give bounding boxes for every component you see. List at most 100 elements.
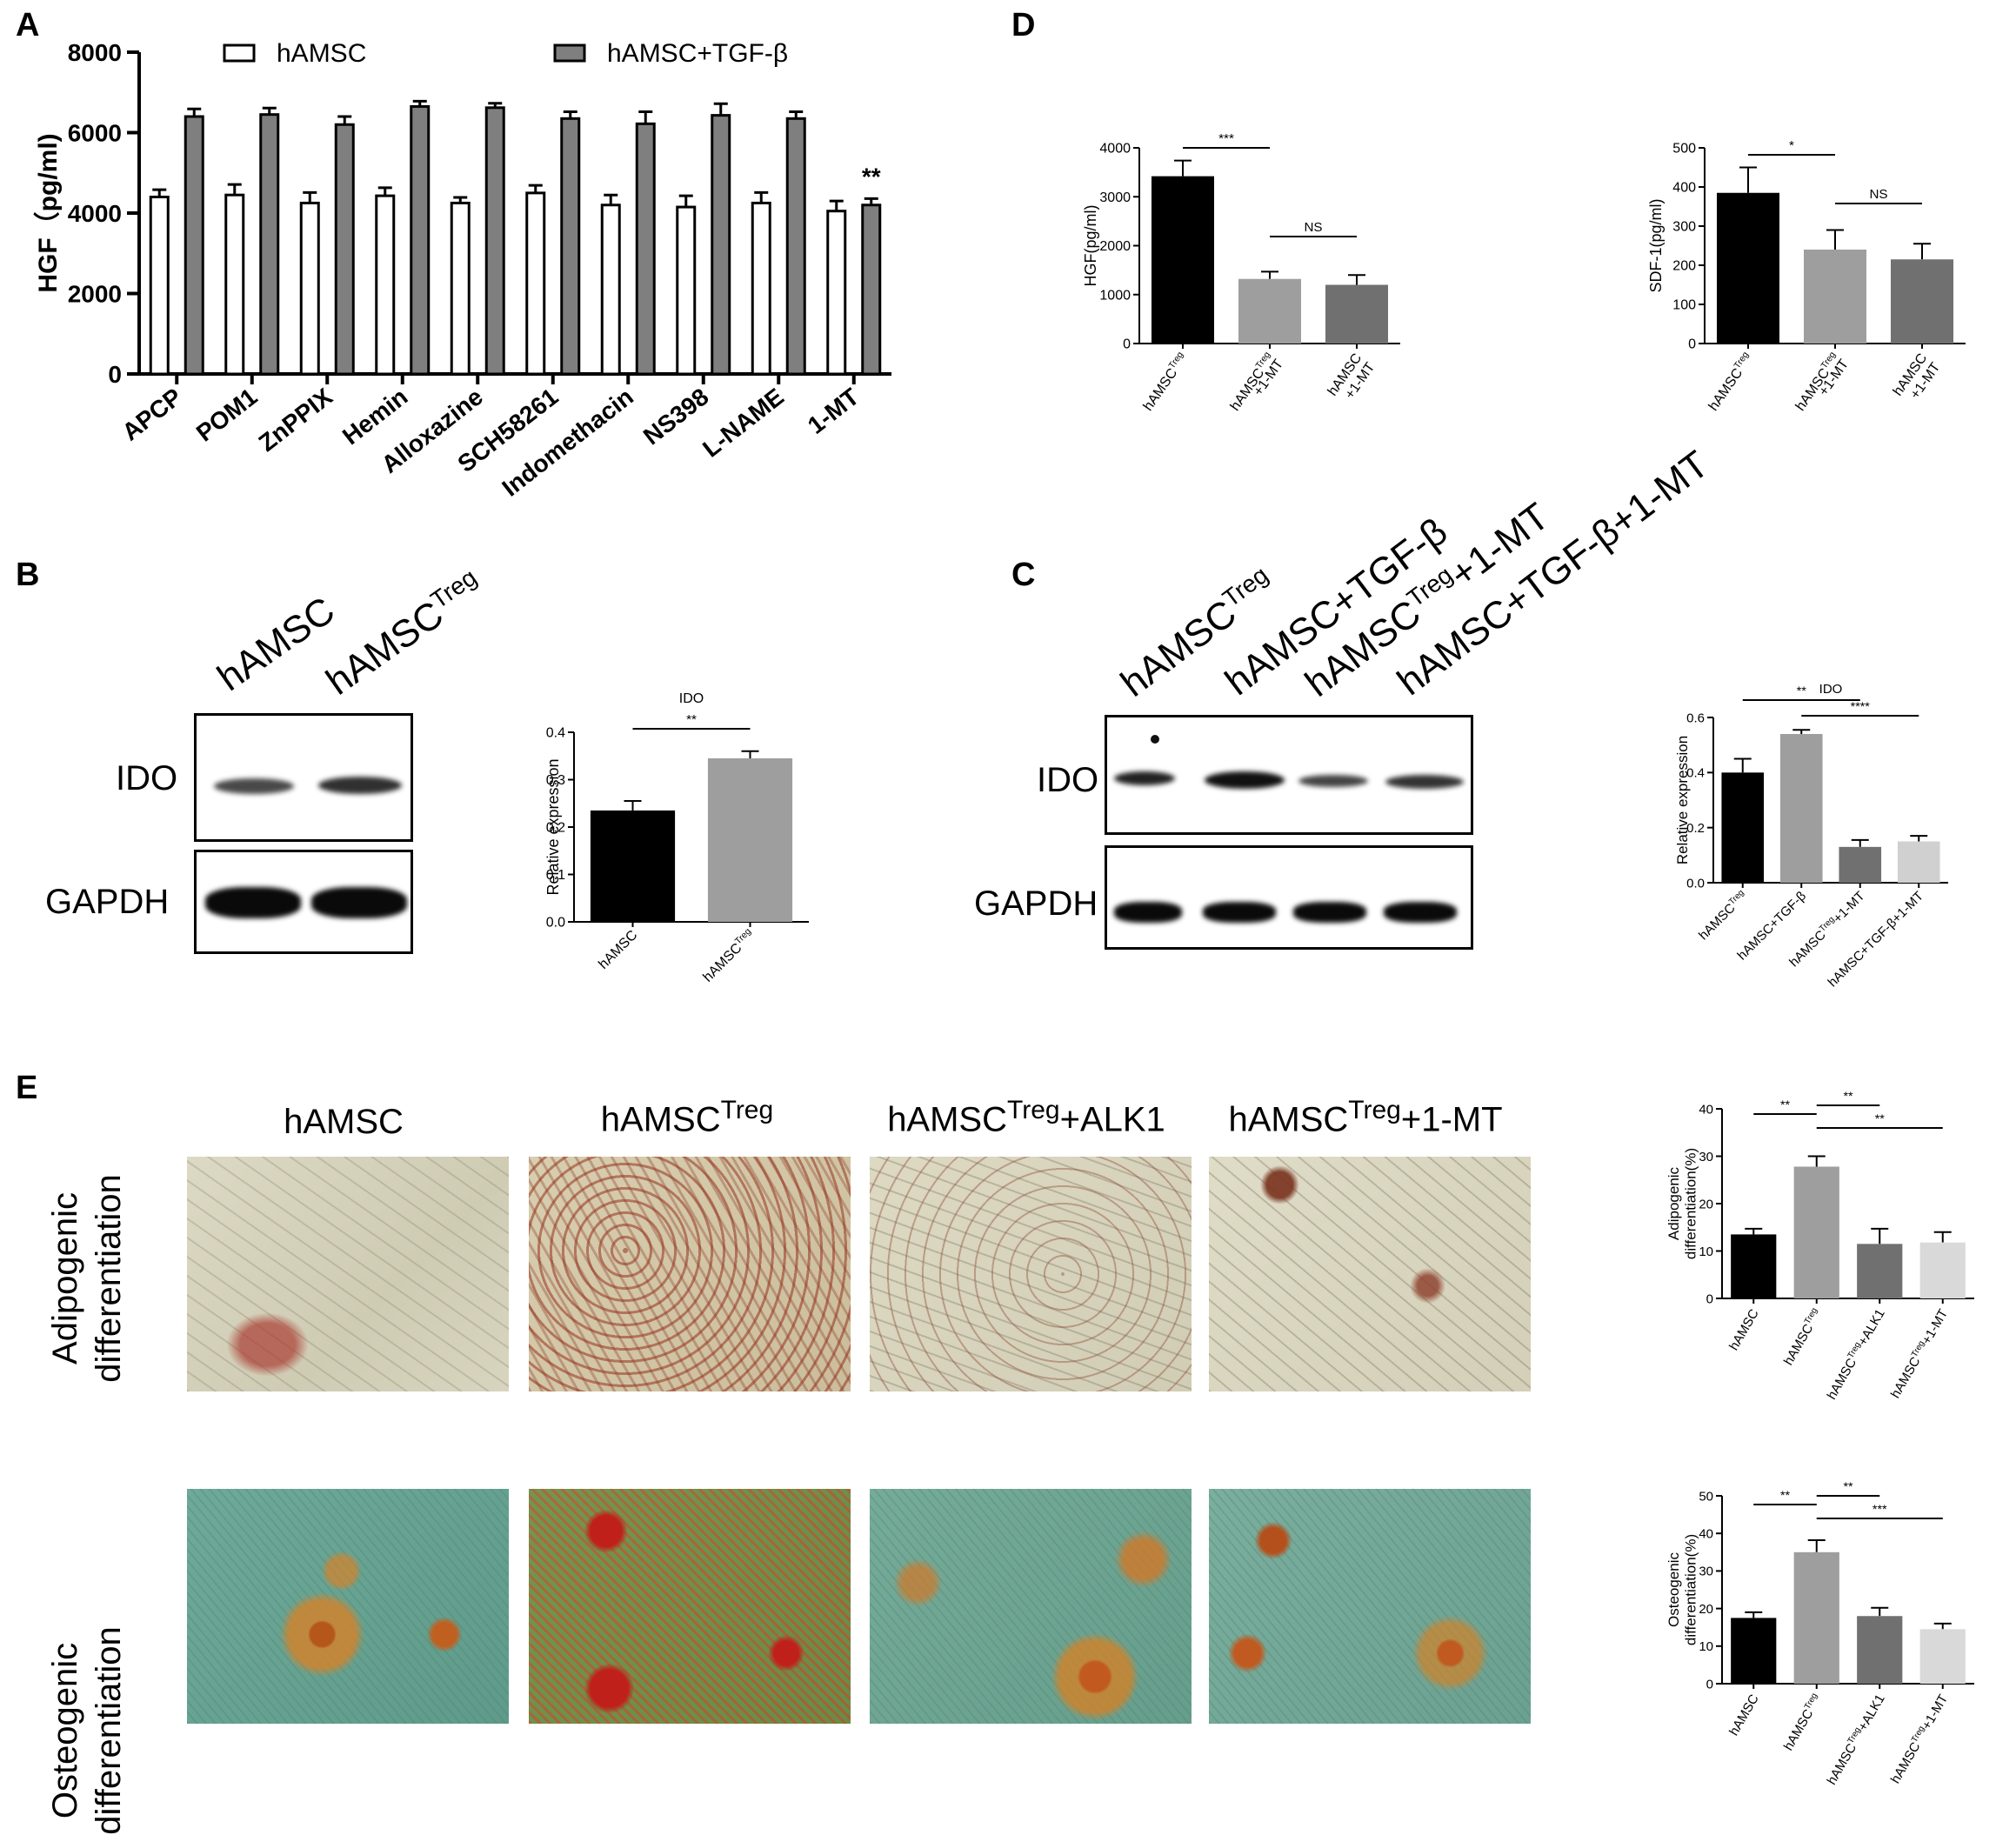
y-tick-label: 0	[1688, 337, 1696, 352]
bar	[707, 757, 793, 922]
bar	[1779, 734, 1823, 883]
bar	[1919, 1242, 1966, 1298]
y-tick-label: 0.1	[546, 868, 565, 883]
x-tick-label: hAMSC+TGF-β+1-MT	[1826, 889, 1927, 991]
y-tick-label: 400	[1672, 181, 1696, 196]
bar	[1793, 1166, 1839, 1298]
micrograph-col-title-3: hAMSCTreg+ALK1	[887, 1096, 1165, 1139]
bar	[1897, 841, 1940, 883]
row-label-adipogenic: Adipogenic differentiation	[46, 1174, 128, 1383]
y-tick-label: 0	[1706, 1677, 1713, 1692]
bar	[1731, 1234, 1777, 1298]
y-tick-label: 3000	[1099, 190, 1131, 205]
blot-b-lane-2: hAMSCTreg	[318, 563, 482, 704]
y-tick-label: 8000	[68, 39, 122, 66]
x-tick-label: hAMSCTreg	[1780, 1692, 1825, 1753]
x-tick-label: POM1	[191, 383, 263, 446]
x-tick-label: hAMSCTreg	[1780, 1306, 1825, 1368]
x-tick-label: 1-MT	[803, 383, 864, 439]
y-tick-label: 50	[1699, 1489, 1713, 1504]
y-tick-label: 10	[1699, 1639, 1713, 1654]
micrograph-osteo-treg	[529, 1489, 851, 1724]
micrograph-osteo-alk1	[870, 1489, 1192, 1724]
row-label-osteogenic: Osteogenic differentiation	[46, 1626, 128, 1835]
y-tick-label: 500	[1672, 142, 1696, 157]
bar	[861, 204, 882, 376]
panel-label-d: D	[1011, 7, 1036, 43]
micrograph-adipo-alk1	[870, 1157, 1192, 1391]
blot-c-ido	[1105, 715, 1473, 835]
y-tick-label: 0	[1706, 1291, 1713, 1306]
significance-label: NS	[1304, 220, 1322, 235]
bar	[410, 104, 431, 376]
micrograph-adipo-hamsc	[187, 1157, 509, 1391]
significance-label: ***	[1218, 131, 1234, 146]
y-axis-label: Adipogenicdifferentiation(%)	[1666, 1148, 1699, 1259]
y-tick-label: 0.4	[546, 726, 565, 741]
blot-c-gapdh	[1105, 845, 1473, 950]
y-axis-label: SDF-1(pg/ml)	[1647, 198, 1665, 292]
y-tick-label: 2000	[1099, 239, 1131, 254]
significance-label: **	[1875, 1112, 1886, 1126]
x-tick-label: hAMSC	[1726, 1306, 1762, 1352]
x-tick-label: hAMSCTreg+ALK1	[1824, 1306, 1888, 1402]
blot-c-ido-label: IDO	[1037, 761, 1099, 799]
significance-label: **	[1843, 1480, 1853, 1494]
significance-label: **	[862, 163, 881, 190]
x-tick-label: hAMSCTreg	[1706, 350, 1757, 414]
x-tick-label: hAMSCTreg+ALK1	[1824, 1692, 1888, 1787]
bar	[676, 205, 697, 376]
y-tick-label: 100	[1672, 298, 1696, 313]
x-tick-label: hAMSC+1-MT	[1891, 350, 1944, 408]
panel-label-b: B	[16, 557, 40, 593]
x-tick-label: Indomethacin	[497, 383, 638, 501]
blot-b-lane-1: hAMSC	[210, 589, 343, 700]
sdf1-chart-d: 0 100 200 300 400 500 SDF-1(pg/ml) hAMSCTreg hAM…	[1647, 138, 1966, 414]
x-tick-label: hAMSCTreg+1-MT	[1227, 350, 1287, 420]
x-tick-label: hAMSCTreg	[700, 927, 758, 985]
bar	[1839, 846, 1882, 883]
x-tick-label: hAMSCTreg	[1140, 350, 1192, 414]
y-tick-label: 0	[108, 361, 122, 388]
y-tick-label: 0.0	[546, 916, 565, 931]
y-axis-label: Relative expression	[544, 758, 562, 895]
chart-title: IDO	[679, 691, 704, 706]
legend-label: hAMSC	[277, 39, 366, 68]
bar	[1238, 278, 1301, 344]
y-tick-label: 0.4	[1686, 766, 1705, 781]
significance-label: NS	[1869, 187, 1887, 202]
chart-title: IDO	[1819, 682, 1843, 697]
y-tick-label: 0	[1123, 337, 1131, 352]
bar	[1804, 250, 1866, 344]
significance-label: ****	[1851, 700, 1871, 714]
blot-b-ido	[194, 713, 413, 842]
x-tick-label: hAMSC	[1726, 1692, 1762, 1738]
blot-b-ido-label: IDO	[116, 759, 178, 797]
blot-b-gapdh	[194, 850, 413, 954]
bar	[785, 117, 806, 376]
y-tick-label: 40	[1699, 1526, 1713, 1541]
bar	[635, 122, 656, 376]
bar	[375, 194, 396, 376]
bar	[600, 204, 621, 376]
significance-label: *	[1789, 138, 1794, 153]
significance-label: **	[1843, 1091, 1853, 1104]
hgf-inhibitor-bar-chart: 0 2000 4000 6000 8000 HGF（pg/ml) APCP POM1ZnPPI…	[33, 39, 891, 502]
bar	[1891, 259, 1953, 344]
legend-swatch	[553, 43, 586, 63]
panel-label-e: E	[16, 1070, 38, 1106]
y-tick-label: 0.2	[546, 821, 565, 836]
bar	[1919, 1629, 1966, 1684]
micrograph-col-title-4: hAMSCTreg+1-MT	[1228, 1096, 1503, 1139]
y-tick-label: 20	[1699, 1197, 1713, 1211]
y-tick-label: 30	[1699, 1150, 1713, 1164]
y-tick-label: 40	[1699, 1102, 1713, 1117]
legend-label: hAMSC+TGF-β	[607, 39, 788, 68]
bar	[560, 117, 581, 376]
bar	[149, 196, 170, 376]
significance-label: **	[1797, 684, 1807, 698]
bar	[1717, 192, 1779, 344]
bar	[1325, 284, 1388, 344]
y-tick-label: 200	[1672, 259, 1696, 274]
x-tick-label: hAMSCTreg	[1695, 888, 1750, 943]
